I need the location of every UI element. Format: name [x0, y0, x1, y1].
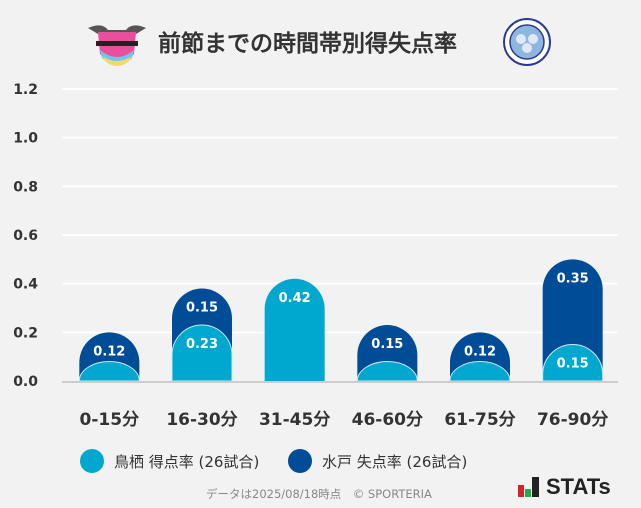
stats-logo-icon: [518, 477, 539, 497]
data-label-tosu: 0.42: [279, 291, 311, 306]
data-label-tosu: 0.15: [557, 357, 589, 372]
chart-title: 前節までの時間帯別得失点率: [158, 31, 457, 57]
data-label-mito: 0.15: [186, 301, 218, 316]
x-tick-label: 31-45分: [259, 410, 330, 430]
legend-swatch-mito: [288, 449, 312, 473]
data-label-mito: 0.15: [371, 337, 403, 352]
bar-tosu: [171, 324, 233, 382]
y-tick-label: 0.8: [13, 179, 38, 195]
y-tick-label: 0.6: [13, 228, 38, 244]
legend-label-tosu: 鳥栖 得点率 (26試合): [114, 452, 260, 471]
data-label-mito: 0.12: [93, 344, 125, 359]
y-tick-label: 1.0: [13, 131, 38, 147]
stats-brand: STATs: [518, 474, 611, 500]
x-tick-label: 76-90分: [537, 410, 608, 430]
legend-item-tosu: 鳥栖 得点率 (26試合): [80, 449, 259, 473]
legend-label-mito: 水戸 失点率 (26試合): [322, 452, 468, 471]
bar-tosu: [264, 278, 325, 381]
x-tick-label: 16-30分: [166, 410, 237, 430]
x-tick-label: 61-75分: [444, 410, 515, 430]
bar-tosu: [542, 344, 604, 382]
bar-tosu: [356, 361, 418, 382]
x-tick-label: 0-15分: [80, 410, 140, 430]
y-tick-label: 1.2: [13, 82, 38, 98]
data-label-mito: 0.12: [464, 344, 496, 359]
data-label-tosu: 0.23: [186, 337, 218, 352]
y-tick-label: 0.2: [13, 325, 38, 341]
stats-brand-text: STATs: [546, 474, 611, 499]
bar-tosu: [449, 361, 511, 382]
x-tick-label: 46-60分: [352, 410, 423, 430]
data-label-mito: 0.35: [557, 271, 589, 286]
bar-tosu: [78, 361, 140, 382]
legend-swatch-tosu: [80, 449, 104, 473]
y-tick-label: 0.4: [13, 277, 38, 293]
footer-note: データは2025/08/18時点 © SPORTERIA: [206, 487, 432, 501]
y-tick-label: 0.0: [13, 374, 38, 390]
legend-item-mito: 水戸 失点率 (26試合): [288, 449, 467, 473]
